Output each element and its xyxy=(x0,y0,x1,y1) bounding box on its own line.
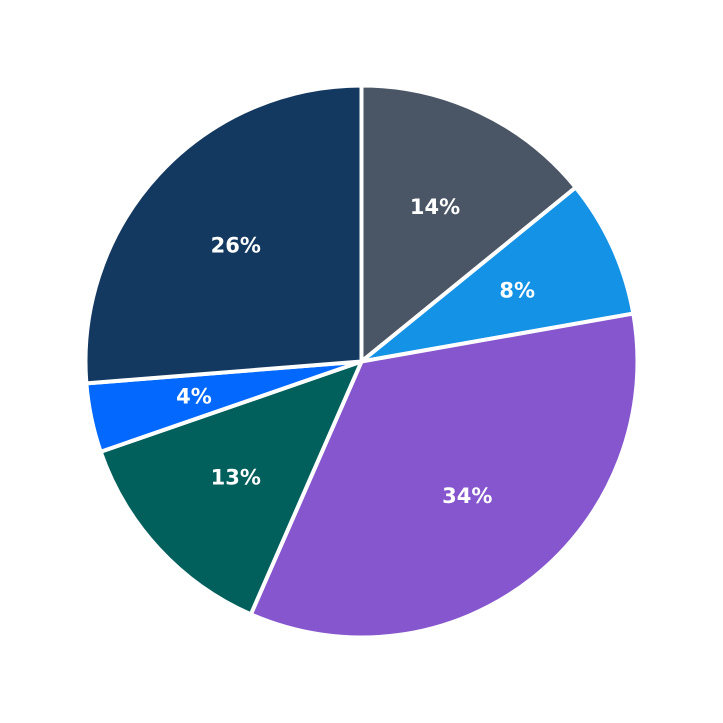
slice-percent-label: 34% xyxy=(442,484,492,508)
pie-slice xyxy=(359,83,578,364)
pie-slice xyxy=(83,83,364,386)
pie-slices xyxy=(83,83,640,640)
slice-percent-label: 14% xyxy=(410,195,460,219)
slice-percent-label: 4% xyxy=(176,385,212,409)
slice-percent-label: 8% xyxy=(499,278,535,302)
pie-labels: 14% 8% 34% 13% 4% 26% xyxy=(176,195,535,508)
pie-slice xyxy=(98,359,364,617)
slice-percent-label: 26% xyxy=(211,233,261,257)
pie-slice xyxy=(359,185,636,364)
slice-percent-label: 13% xyxy=(211,466,261,490)
